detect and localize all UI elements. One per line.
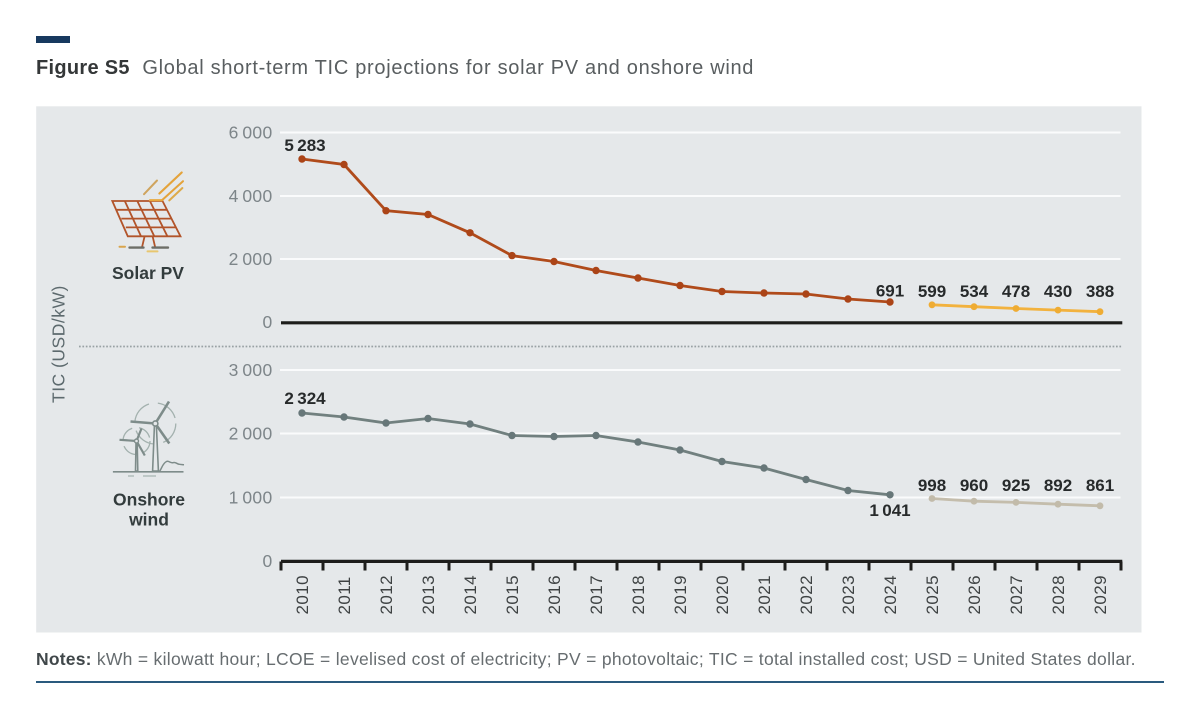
svg-text:1 041: 1 041 <box>869 501 910 520</box>
svg-text:2020: 2020 <box>713 575 732 614</box>
svg-text:2018: 2018 <box>629 575 648 614</box>
svg-text:2029: 2029 <box>1091 575 1110 614</box>
svg-text:3 000: 3 000 <box>229 360 273 380</box>
svg-text:2022: 2022 <box>797 575 816 614</box>
svg-text:wind: wind <box>128 510 169 530</box>
svg-text:1 000: 1 000 <box>229 488 273 508</box>
svg-text:2010: 2010 <box>293 575 312 614</box>
svg-text:2025: 2025 <box>923 575 942 614</box>
svg-text:2012: 2012 <box>377 575 396 614</box>
svg-text:2015: 2015 <box>503 575 522 614</box>
svg-text:5 283: 5 283 <box>284 136 325 155</box>
svg-text:2026: 2026 <box>965 575 984 614</box>
svg-text:960: 960 <box>960 476 988 495</box>
svg-text:998: 998 <box>918 476 946 495</box>
svg-text:2017: 2017 <box>587 575 606 614</box>
svg-text:861: 861 <box>1086 476 1114 495</box>
svg-text:Onshore: Onshore <box>113 490 185 510</box>
svg-text:2023: 2023 <box>839 575 858 614</box>
svg-text:2028: 2028 <box>1049 575 1068 614</box>
svg-text:4 000: 4 000 <box>229 186 273 206</box>
svg-text:2016: 2016 <box>545 575 564 614</box>
svg-text:599: 599 <box>918 282 946 301</box>
svg-text:430: 430 <box>1044 282 1072 301</box>
svg-text:478: 478 <box>1002 282 1030 301</box>
svg-text:2014: 2014 <box>461 575 480 614</box>
svg-text:691: 691 <box>876 282 904 301</box>
svg-text:2011: 2011 <box>335 576 354 614</box>
svg-text:2024: 2024 <box>881 575 900 614</box>
svg-text:2 324: 2 324 <box>284 389 326 408</box>
svg-text:Solar PV: Solar PV <box>112 263 184 283</box>
svg-text:892: 892 <box>1044 476 1072 495</box>
svg-text:2 000: 2 000 <box>229 424 273 444</box>
svg-text:2019: 2019 <box>671 575 690 614</box>
svg-text:0: 0 <box>262 312 272 332</box>
svg-text:2013: 2013 <box>419 575 438 614</box>
svg-text:925: 925 <box>1002 476 1030 495</box>
svg-text:6 000: 6 000 <box>229 123 273 143</box>
svg-text:2021: 2021 <box>755 575 774 614</box>
svg-text:2 000: 2 000 <box>229 249 273 269</box>
svg-text:534: 534 <box>960 282 989 301</box>
svg-text:388: 388 <box>1086 282 1114 301</box>
svg-text:TIC (USD/kW): TIC (USD/kW) <box>49 285 69 403</box>
svg-text:2027: 2027 <box>1007 575 1026 614</box>
svg-text:0: 0 <box>262 551 272 571</box>
